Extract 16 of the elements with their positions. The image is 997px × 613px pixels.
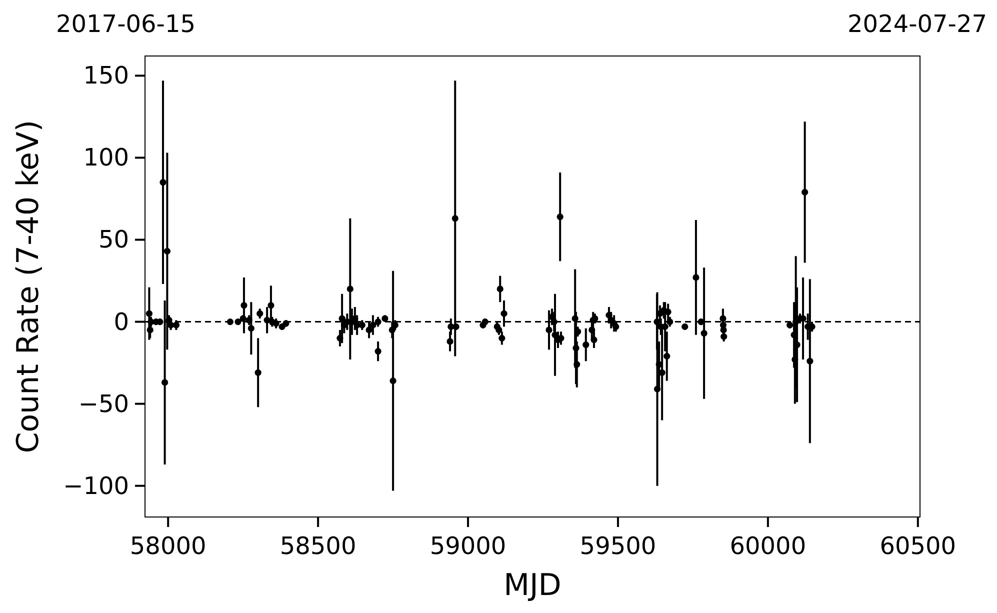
x-tick-label: 59000 (430, 532, 506, 560)
y-tick-label: −50 (78, 390, 129, 418)
x-tick-label: 58000 (130, 532, 206, 560)
text: 2017-06-15 (56, 10, 196, 38)
x-tick-label: 59500 (580, 532, 656, 560)
y-tick-label: −100 (63, 472, 129, 500)
y-tick-label: 150 (83, 62, 129, 90)
text: 2024-07-27 (848, 10, 987, 38)
y-axis-title: Count Rate (7-40 keV) (11, 120, 46, 454)
x-axis-title: MJD (504, 568, 562, 603)
y-tick-label: 100 (83, 144, 129, 172)
y-tick-label: 50 (98, 226, 129, 254)
x-tick-label: 60000 (730, 532, 806, 560)
x-tick-label: 60500 (880, 532, 956, 560)
y-tick-label: 0 (114, 308, 129, 336)
x-tick-label: 58500 (280, 532, 356, 560)
